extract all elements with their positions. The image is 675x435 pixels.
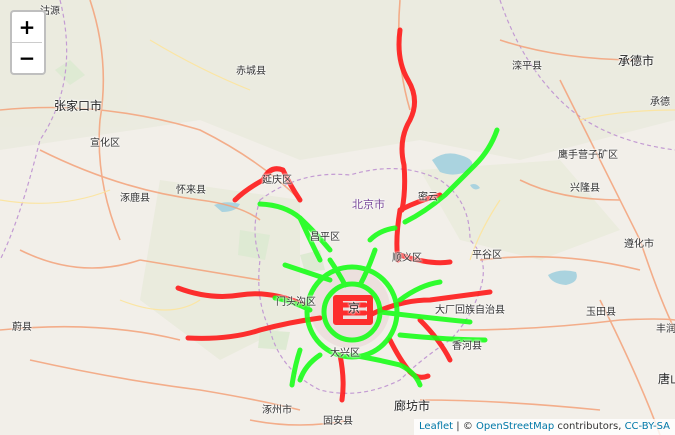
place-label-chengde: 承德市 [618, 54, 655, 68]
water-bodies [214, 153, 577, 285]
minor-roads [0, 39, 675, 311]
license-link[interactable]: CC-BY-SA [624, 421, 670, 432]
place-label-pinggu: 平谷区 [472, 250, 502, 261]
place-label-xianghe: 香河县 [452, 341, 482, 352]
place-label-zhuolu: 涿鹿县 [120, 193, 150, 204]
place-label-yutian: 玉田县 [586, 307, 616, 318]
place-label-shunyi: 顺义区 [392, 253, 422, 264]
place-label-xinglong: 兴隆县 [570, 183, 600, 194]
place-label-tangshan: 唐山 [658, 372, 675, 386]
place-label-daxing: 大兴区 [330, 348, 360, 359]
place-label-zunhua: 遵化市 [624, 239, 654, 250]
place-label-miyun: 密云 [418, 192, 438, 203]
place-label-zhangjiakou: 张家口市 [54, 99, 103, 113]
place-label-yingshouzi: 鹰手营子矿区 [558, 150, 618, 161]
zoom-in-button[interactable]: + [18, 15, 36, 39]
attribution-contributors: contributors, [554, 421, 625, 432]
leaflet-link[interactable]: Leaflet [419, 421, 454, 432]
place-label-langfang: 廊坊市 [394, 399, 431, 413]
place-label-guyang: 沽源 [40, 6, 60, 17]
place-label-chicheng: 赤城县 [236, 66, 266, 77]
place-label-zhuozhou: 涿州市 [262, 405, 292, 416]
free-flow-road-segments [257, 127, 500, 388]
place-label-huailai: 怀来县 [176, 185, 206, 196]
place-label-jing: 京 [348, 301, 361, 315]
openstreetmap-link[interactable]: OpenStreetMap [476, 421, 555, 432]
place-label-yanqing: 延庆区 [262, 175, 292, 186]
zoom-control: + − [10, 10, 46, 75]
place-label-fengrun: 丰润 [656, 324, 675, 335]
place-label-weixian: 蔚县 [12, 322, 32, 333]
zoom-out-button[interactable]: − [12, 42, 42, 73]
place-label-xuanhua: 宣化区 [90, 138, 120, 149]
map-attribution: Leaflet | © OpenStreetMap contributors, … [414, 419, 675, 435]
place-label-guan: 固安县 [323, 416, 353, 427]
place-label-changping: 昌平区 [310, 232, 340, 243]
place-label-dachang: 大厂回族自治县 [435, 305, 505, 316]
place-label-luanping: 滦平县 [512, 61, 542, 72]
congested-road-segments [175, 27, 493, 403]
place-label-chengde2: 承德 [650, 97, 670, 108]
place-label-mentougou: 门头沟区 [276, 297, 316, 308]
place-label-beijing: 北京市 [352, 198, 385, 211]
attribution-separator: | © [453, 421, 476, 432]
